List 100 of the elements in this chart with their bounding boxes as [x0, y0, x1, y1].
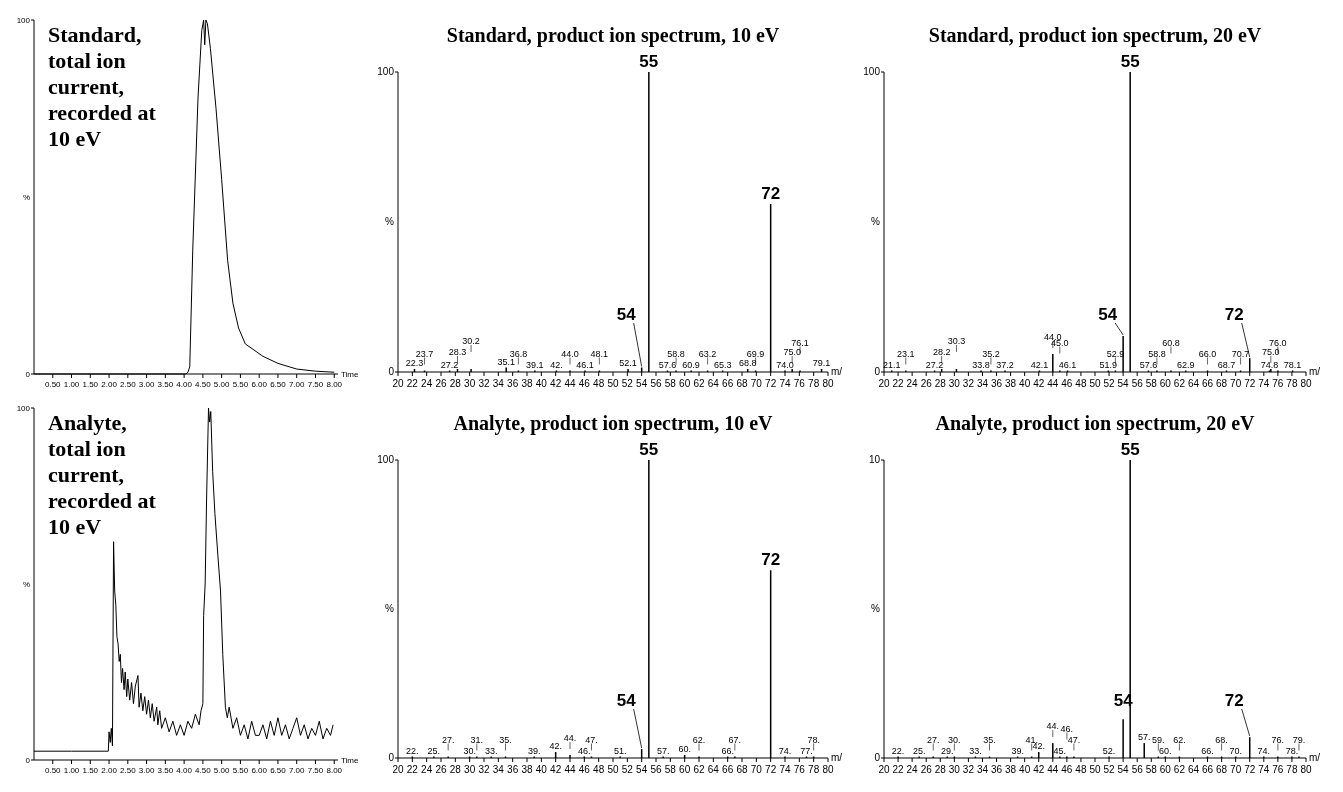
annotation: 78.: [807, 734, 820, 745]
x-tick-label: 78: [808, 378, 820, 389]
annotation: 28.3: [448, 347, 467, 357]
x-tick-label: 66: [722, 378, 734, 389]
x-tick-label: 30: [948, 378, 961, 389]
x-tick-label: 26: [435, 764, 447, 775]
x-tick-label: 36: [507, 764, 519, 775]
x-tick-label: 44: [564, 378, 576, 389]
y-axis-title: %: [22, 193, 30, 202]
annotation: 55: [639, 52, 659, 71]
annotation: 54: [616, 691, 637, 710]
annotation: 21.1: [882, 359, 901, 370]
x-tick-label: 24: [906, 764, 919, 775]
annotation: 29.: [941, 745, 954, 756]
x-tick-label: 20: [878, 764, 890, 775]
annotation: 79.1: [812, 358, 831, 368]
x-tick-label: 76: [793, 764, 806, 775]
annotation: 72: [761, 184, 781, 203]
x-tick-label: 20: [392, 764, 404, 775]
x-tick-label: 58: [1145, 764, 1158, 775]
annotation: 28.2: [932, 347, 951, 357]
x-tick-label: 58: [1145, 378, 1158, 389]
x-tick-label: 20: [392, 378, 404, 389]
x-tick-label: 40: [535, 378, 548, 389]
annotation: 36.8: [509, 348, 528, 359]
x-tick-label: 74: [779, 764, 791, 775]
x-tick-label: 56: [650, 378, 662, 389]
annotation: 76.1: [791, 337, 809, 348]
x-tick-label: 80: [1300, 378, 1312, 389]
y-tick-label: 0: [388, 752, 395, 764]
x-tick-label: 76: [1272, 764, 1284, 775]
chart-title: Analyte, product ion spectrum, 10 eV: [453, 412, 774, 435]
x-tick-label: 52: [621, 764, 634, 775]
x-tick-label: 58: [664, 764, 677, 775]
annotation: 57.: [656, 745, 670, 756]
annotation: 47.: [1067, 734, 1081, 745]
x-tick-label: 26: [435, 378, 447, 389]
x-tick-label: 30: [948, 764, 961, 775]
annotation: 44.0: [561, 348, 579, 359]
x-tick-label: 78: [1286, 764, 1298, 775]
x-tick-label: 46: [1061, 764, 1073, 775]
x-tick-label: 44: [1047, 378, 1059, 389]
x-tick-label: 64: [707, 378, 720, 389]
annotation: 30.2: [462, 336, 480, 346]
annotation: 52.1: [619, 358, 637, 368]
x-tick-label: 1.50: [82, 380, 99, 389]
x-tick-label: 28: [449, 378, 462, 389]
y-tick-label: 100: [16, 15, 31, 25]
text: Standard, total ion current, recorded at 10 eV: [48, 22, 157, 151]
x-tick-label: 60: [679, 378, 691, 389]
x-tick-label: 50: [607, 764, 619, 775]
annotation: 51.9: [1099, 359, 1118, 370]
annotation: 74.0: [776, 359, 794, 370]
annotation: 27.: [441, 734, 455, 745]
x-tick-label: 5.50: [232, 380, 249, 389]
x-tick-label: 28: [934, 764, 947, 775]
x-tick-label: 72: [1244, 764, 1256, 775]
y-tick-label: 100: [16, 403, 31, 413]
y-axis-title: %: [385, 603, 395, 614]
x-tick-label: 20: [878, 378, 890, 389]
x-tick-label: 44: [564, 764, 576, 775]
x-tick-label: 8.00: [326, 766, 343, 775]
x-tick-label: 26: [920, 378, 933, 389]
x-tick-label: 54: [1117, 378, 1130, 389]
annotation: 66.: [1201, 745, 1214, 756]
x-tick-label: 48: [1075, 764, 1087, 775]
x-tick-label: 56: [1131, 378, 1144, 389]
x-tick-label: 3.50: [157, 380, 174, 389]
annotation: 22.: [891, 745, 905, 756]
x-tick-label: 40: [1019, 764, 1031, 775]
x-tick-label: 22: [406, 764, 419, 775]
chart-title: Standard, product ion spectrum, 20 eV: [928, 24, 1262, 47]
y-tick-label: 100: [377, 454, 395, 466]
x-axis-title: m/: [1309, 752, 1321, 763]
annotation: 74.: [778, 745, 792, 756]
x-tick-label: 48: [593, 378, 605, 389]
annotation: 27.2: [440, 359, 459, 370]
annotation: 75.0: [1262, 347, 1280, 357]
x-tick-label: 80: [822, 764, 834, 775]
x-tick-label: 40: [535, 764, 548, 775]
x-tick-label: 66: [722, 764, 734, 775]
x-tick-label: 1.50: [82, 766, 99, 775]
annotation: 44.: [1046, 721, 1060, 732]
x-tick-label: 6.50: [270, 380, 287, 389]
x-tick-label: 7.50: [307, 766, 324, 775]
x-tick-label: 72: [765, 764, 777, 775]
annotation: 35.: [983, 734, 996, 745]
annotation: 57.6: [658, 359, 677, 370]
x-tick-label: 36: [507, 378, 519, 389]
x-tick-label: 40: [1019, 378, 1031, 389]
y-tick-label: 0: [25, 755, 31, 765]
x-tick-label: 68: [736, 378, 748, 389]
x-tick-label: 80: [1300, 764, 1312, 775]
annotation: 37.2: [996, 359, 1014, 370]
x-tick-label: 46: [1061, 378, 1073, 389]
annotation: 76.: [1271, 734, 1285, 745]
x-tick-label: 66: [1201, 378, 1214, 389]
annotation: 77.: [800, 745, 813, 756]
x-tick-label: 0.50: [44, 380, 62, 389]
annotation: 25.: [427, 745, 441, 756]
